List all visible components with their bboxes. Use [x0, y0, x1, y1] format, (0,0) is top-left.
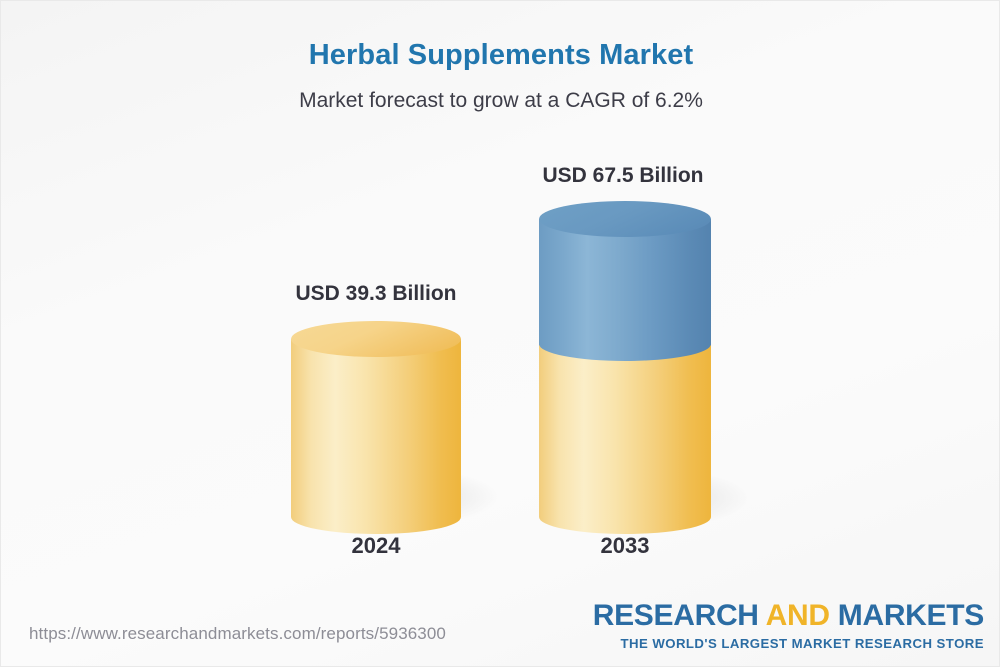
brand-logo: RESEARCH AND MARKETS THE WORLD'S LARGEST… [592, 599, 985, 651]
cylinder-top-cap [291, 321, 461, 357]
brand-word-research: RESEARCH [592, 599, 759, 632]
brand-wordmark: RESEARCH AND MARKETS [592, 599, 985, 632]
brand-word-markets: MARKETS [837, 599, 985, 632]
source-url[interactable]: https://www.researchandmarkets.com/repor… [29, 624, 446, 643]
value-label-2024: USD 39.3 Billion [295, 282, 457, 305]
bar-cylinder-2033 [539, 201, 747, 534]
bar-cylinder-2024 [291, 321, 497, 534]
value-label-2033: USD 67.5 Billion [542, 164, 704, 187]
category-label-2033: 2033 [600, 533, 650, 558]
page-title: Herbal Supplements Market [308, 39, 694, 71]
cylinder-body-yellow [539, 341, 711, 517]
chart-subtitle: Market forecast to grow at a CAGR of 6.2… [299, 89, 703, 112]
cylinder-top-cap [539, 201, 711, 237]
brand-tagline: THE WORLD'S LARGEST MARKET RESEARCH STOR… [620, 636, 984, 651]
brand-word-and: AND [765, 599, 830, 632]
cylinder-body-yellow [291, 339, 461, 517]
category-label-2024: 2024 [351, 533, 401, 558]
cylinder-body-blue [539, 219, 711, 345]
